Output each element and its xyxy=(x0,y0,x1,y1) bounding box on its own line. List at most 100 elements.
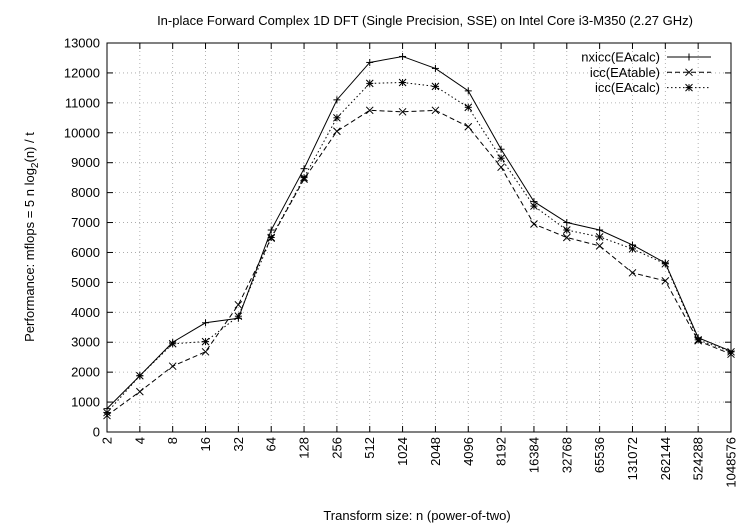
data-point xyxy=(431,64,439,72)
y-tick-label: 4000 xyxy=(71,305,100,320)
data-point xyxy=(562,226,571,234)
y-tick-label: 5000 xyxy=(71,275,100,290)
data-point xyxy=(661,277,670,285)
data-point xyxy=(497,154,505,163)
data-point xyxy=(628,245,637,253)
data-point xyxy=(366,58,374,66)
y-tick-label: 8000 xyxy=(71,185,100,200)
x-tick-label: 32768 xyxy=(559,437,574,473)
data-point xyxy=(201,337,210,346)
x-tick-label: 16384 xyxy=(526,437,541,473)
legend-label: icc(EAtable) xyxy=(590,65,660,80)
data-point xyxy=(267,226,275,234)
legend-marker xyxy=(685,83,693,92)
legend-label: nxicc(EAcalc) xyxy=(581,50,660,65)
data-point xyxy=(596,226,604,234)
data-point xyxy=(628,268,637,277)
data-point xyxy=(497,145,505,153)
data-point xyxy=(365,79,374,88)
y-tick-label: 2000 xyxy=(71,365,100,380)
data-point xyxy=(202,319,210,327)
x-tick-label: 1024 xyxy=(395,437,410,466)
series-1 xyxy=(103,52,735,413)
ticks xyxy=(106,42,732,433)
y-tick-labels: 0 1000 2000 3000 4000 5000 6000 7000 8000 9000 100… xyxy=(64,36,100,440)
y-tick-label: 1000 xyxy=(71,395,100,410)
x-tick-label: 2 xyxy=(100,437,115,444)
plot-frame xyxy=(106,42,732,433)
x-tick-label: 512 xyxy=(362,437,377,459)
data-point xyxy=(135,387,144,396)
x-tick-label: 256 xyxy=(329,437,344,459)
y-tick-label: 9000 xyxy=(71,155,100,170)
y-tick-label: 12000 xyxy=(64,65,100,80)
data-point xyxy=(563,219,571,227)
x-tick-label: 8 xyxy=(165,437,180,444)
legend-marker xyxy=(685,68,693,77)
chart-title: In-place Forward Complex 1D DFT (Single … xyxy=(157,13,693,28)
data-point xyxy=(300,165,308,173)
data-point xyxy=(562,233,571,242)
y-tick-label: 11000 xyxy=(65,95,100,110)
data-point xyxy=(464,122,473,131)
x-tick-label: 128 xyxy=(297,437,312,459)
x-tick-label: 4096 xyxy=(461,437,476,466)
y-axis-label-suffix: (n) / t xyxy=(22,132,37,163)
data-point xyxy=(333,96,341,104)
data-point xyxy=(399,52,407,60)
y-tick-label: 10000 xyxy=(64,125,100,140)
x-tick-label: 2048 xyxy=(428,437,443,466)
data-point xyxy=(333,127,341,136)
x-tick-label: 32 xyxy=(231,437,246,451)
data-point xyxy=(300,173,308,182)
series-line xyxy=(106,81,732,413)
y-tick-label: 7000 xyxy=(71,215,100,230)
data-point xyxy=(234,312,243,321)
x-tick-label: 524288 xyxy=(691,437,706,480)
legend-marker xyxy=(685,53,693,61)
data-point xyxy=(135,371,144,380)
data-point xyxy=(168,362,177,371)
data-point xyxy=(595,242,604,250)
data-point xyxy=(267,233,276,242)
data-point xyxy=(398,107,407,116)
data-point xyxy=(431,82,440,91)
data-point xyxy=(333,113,341,122)
y-tick-label: 0 xyxy=(93,425,100,440)
data-point xyxy=(365,106,374,115)
x-tick-label: 64 xyxy=(264,437,279,451)
series-line xyxy=(106,55,732,410)
y-tick-label: 3000 xyxy=(71,335,100,350)
y-axis-label-subscript: 2 xyxy=(30,162,41,168)
y-tick-label: 6000 xyxy=(71,245,100,260)
legend: nxicc(EAcalc)icc(EAtable)icc(EAcalc) xyxy=(581,50,711,95)
data-point xyxy=(530,220,538,228)
x-tick-label: 262144 xyxy=(658,437,673,480)
data-point xyxy=(464,87,472,95)
data-point xyxy=(530,202,538,210)
data-point xyxy=(661,259,670,268)
series-line xyxy=(106,109,732,416)
x-tick-labels: 2 4 8 16 32 64 128 256 512 1024 2048 4096 8192 16384 3… xyxy=(100,437,739,488)
x-tick-label: 1048576 xyxy=(724,437,739,488)
y-axis-label: Performance: mflops = 5 n log2(n) / t xyxy=(22,132,41,342)
x-tick-label: 8192 xyxy=(494,437,509,466)
x-tick-label: 4 xyxy=(132,437,147,444)
data-point xyxy=(464,103,473,112)
y-axis-label-prefix: Performance: mflops = 5 n log xyxy=(22,168,37,342)
data-point xyxy=(694,335,703,344)
data-point xyxy=(168,339,177,348)
data-point xyxy=(234,300,243,309)
x-tick-label: 16 xyxy=(198,437,213,451)
y-tick-label: 13000 xyxy=(64,36,100,51)
data-point xyxy=(431,106,440,115)
x-axis-label: Transform size: n (power-of-two) xyxy=(323,508,510,523)
grid xyxy=(107,43,731,432)
data-point xyxy=(201,347,210,356)
x-tick-label: 131072 xyxy=(625,437,640,480)
data-point xyxy=(398,78,407,87)
legend-label: icc(EAcalc) xyxy=(595,80,660,95)
x-tick-label: 65536 xyxy=(592,437,607,473)
series-3 xyxy=(103,78,735,417)
